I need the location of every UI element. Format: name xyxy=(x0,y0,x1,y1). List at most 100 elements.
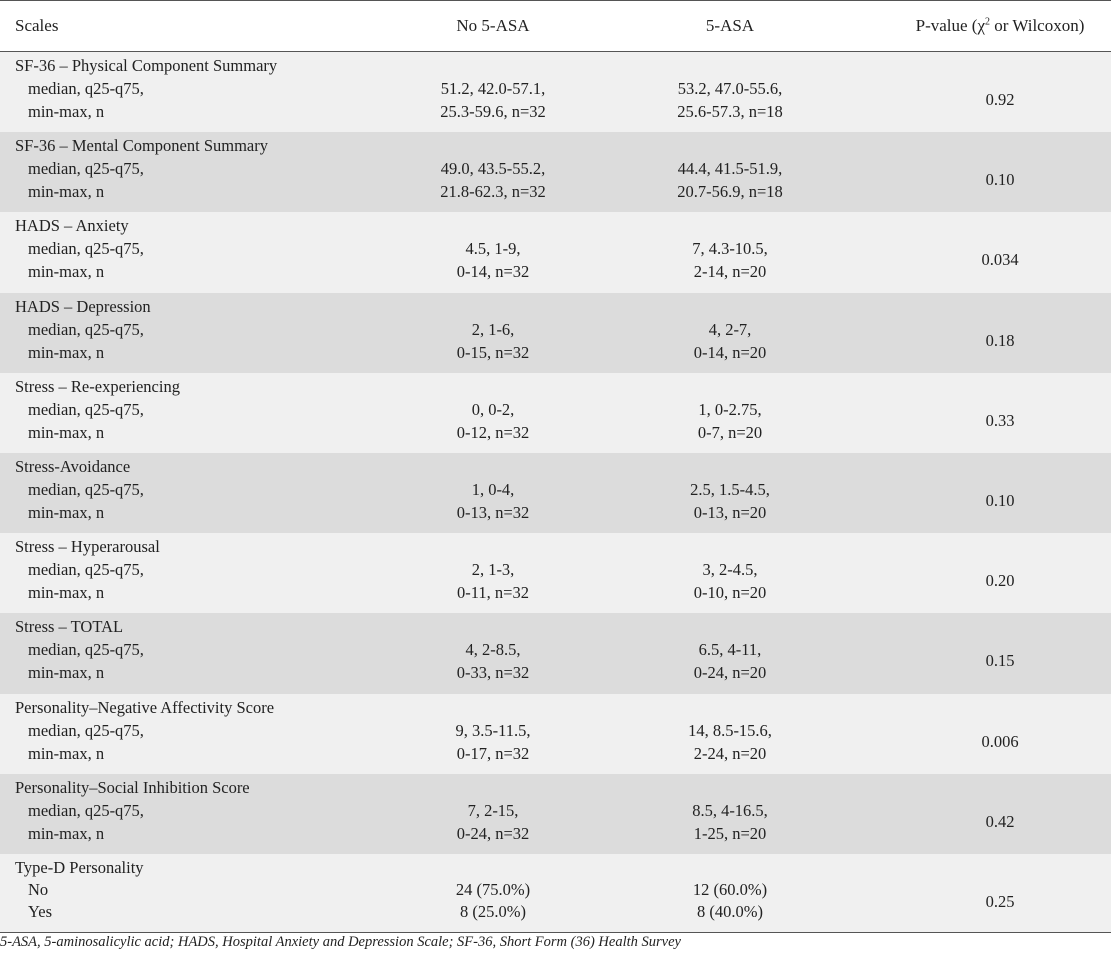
5asa-value-2: 25.6-57.3, n=18 xyxy=(677,102,783,121)
table-row: SF-36 – Mental Component Summary median, … xyxy=(0,132,1111,213)
header-5asa: 5-ASA xyxy=(705,16,755,35)
no-5asa-values: 49.0, 43.5-55.2, 21.8-62.3, n=32 xyxy=(393,157,593,203)
no-5asa-value-2: 8 (25.0%) xyxy=(460,901,526,921)
header-pvalue: P-value (χ2 or Wilcoxon) xyxy=(900,16,1100,36)
table-footnote: 5-ASA, 5-aminosalicylic acid; HADS, Hosp… xyxy=(0,934,681,950)
5asa-value-1: 2.5, 1.5-4.5, xyxy=(690,479,770,499)
stat-label-1: median, q25-q75, xyxy=(28,319,144,339)
5asa-value-2: 20.7-56.9, n=18 xyxy=(677,182,783,202)
5asa-value-2: 0-14, n=20 xyxy=(693,342,767,362)
p-value: 0.034 xyxy=(981,250,1019,270)
no-5asa-value-1: 2, 1-3, xyxy=(471,560,515,580)
stat-labels: median, q25-q75, min-max, n xyxy=(28,77,144,123)
no-5asa-value-2: 0-33, n=32 xyxy=(456,663,530,683)
5asa-values: 2.5, 1.5-4.5, 0-13, n=20 xyxy=(630,478,830,524)
results-table: Scales No 5-ASA 5-ASA P-value (χ2 or Wil… xyxy=(0,0,1111,933)
5asa-values: 6.5, 4-11, 0-24, n=20 xyxy=(630,638,830,684)
scale-name: Stress – Hyperarousal xyxy=(15,537,160,557)
table-row: Stress-Avoidance median, q25-q75, min-max,… xyxy=(0,452,1111,534)
stat-labels: median, q25-q75, min-max, n xyxy=(28,799,144,845)
no-5asa-value-2: 0-11, n=32 xyxy=(457,583,529,603)
table-row: Stress – TOTAL median, q25-q75, min-max, n… xyxy=(0,613,1111,694)
stat-labels: median, q25-q75, min-max, n xyxy=(28,157,144,203)
stat-label-2: min-max, n xyxy=(28,583,105,603)
p-value: 0.92 xyxy=(985,90,1015,109)
stat-label-2: min-max, n xyxy=(28,743,105,763)
scale-name: Stress – Re-experiencing xyxy=(15,376,180,396)
5asa-value-1: 14, 8.5-15.6, xyxy=(688,720,772,740)
stat-label-1: median, q25-q75, xyxy=(28,640,144,660)
5asa-values: 3, 2-4.5, 0-10, n=20 xyxy=(630,558,830,604)
scale-name: HADS – Depression xyxy=(15,296,151,316)
stat-labels: median, q25-q75, min-max, n xyxy=(28,237,144,283)
header-pvalue-prefix: P-value (χ xyxy=(915,16,985,35)
scale-name: Stress-Avoidance xyxy=(15,456,131,476)
stat-label-1: median, q25-q75, xyxy=(28,720,144,740)
scale-name: Personality–Negative Affectivity Score xyxy=(15,697,275,717)
stat-label-2: min-max, n xyxy=(28,823,105,843)
stat-label-1: median, q25-q75, xyxy=(28,560,144,580)
no-5asa-values: 24 (75.0%) 8 (25.0%) xyxy=(393,879,593,923)
5asa-values: 4, 2-7, 0-14, n=20 xyxy=(630,318,830,364)
scale-name: SF-36 – Physical Component Summary xyxy=(15,56,278,75)
5asa-value-1: 1, 0-2.75, xyxy=(698,399,762,419)
stat-label-1: median, q25-q75, xyxy=(28,479,144,499)
no-5asa-value-2: 0-13, n=32 xyxy=(456,502,530,522)
5asa-value-1: 8.5, 4-16.5, xyxy=(692,800,768,820)
5asa-value-1: 53.2, 47.0-55.6, xyxy=(677,79,783,98)
5asa-value-1: 7, 4.3-10.5, xyxy=(692,239,768,259)
no-5asa-value-2: 0-24, n=32 xyxy=(456,823,530,843)
no-5asa-value-2: 0-15, n=32 xyxy=(456,342,530,362)
table-row: HADS – Anxiety median, q25-q75, min-max, n… xyxy=(0,212,1111,293)
table-row: Stress – Hyperarousal median, q25-q75, min… xyxy=(0,533,1111,614)
stat-label-2: min-max, n xyxy=(28,262,105,282)
stat-labels: median, q25-q75, min-max, n xyxy=(28,638,144,684)
p-value: 0.42 xyxy=(985,811,1015,831)
no-5asa-value-1: 1, 0-4, xyxy=(471,479,515,499)
stat-label-1: median, q25-q75, xyxy=(28,800,144,820)
stat-labels: median, q25-q75, min-max, n xyxy=(28,398,144,444)
no-5asa-value-2: 0-12, n=32 xyxy=(456,422,530,442)
no-5asa-value-1: 0, 0-2, xyxy=(471,399,515,419)
no-5asa-value-1: 4, 2-8.5, xyxy=(465,640,521,660)
scale-name: Personality–Social Inhibition Score xyxy=(15,777,250,797)
5asa-value-2: 0-13, n=20 xyxy=(693,502,767,522)
5asa-values: 53.2, 47.0-55.6, 25.6-57.3, n=18 xyxy=(630,77,830,123)
no-5asa-value-2: 21.8-62.3, n=32 xyxy=(440,182,546,202)
no-5asa-values: 9, 3.5-11.5, 0-17, n=32 xyxy=(393,719,593,765)
5asa-value-1: 4, 2-7, xyxy=(708,319,752,339)
5asa-value-1: 3, 2-4.5, xyxy=(702,560,758,580)
no-5asa-value-1: 2, 1-6, xyxy=(471,319,515,339)
no-5asa-values: 2, 1-3, 0-11, n=32 xyxy=(393,558,593,604)
table-row: Stress – Re-experiencing median, q25-q75,… xyxy=(0,372,1111,453)
p-value: 0.20 xyxy=(985,571,1015,591)
stat-label-2: min-max, n xyxy=(28,663,105,683)
stat-label-2: min-max, n xyxy=(28,422,105,442)
5asa-value-1: 12 (60.0%) xyxy=(692,879,768,899)
p-value: 0.18 xyxy=(985,330,1015,350)
scale-name: HADS – Anxiety xyxy=(15,216,129,236)
no-5asa-values: 4.5, 1-9, 0-14, n=32 xyxy=(393,237,593,283)
stat-labels: median, q25-q75, min-max, n xyxy=(28,478,144,524)
header-scales: Scales xyxy=(15,16,59,35)
5asa-value-2: 0-24, n=20 xyxy=(693,663,767,683)
table-header: Scales No 5-ASA 5-ASA P-value (χ2 or Wil… xyxy=(0,0,1111,52)
no-5asa-values: 51.2, 42.0-57.1, 25.3-59.6, n=32 xyxy=(393,77,593,123)
stat-label-2: min-max, n xyxy=(28,182,105,202)
stat-labels: median, q25-q75, min-max, n xyxy=(28,719,144,765)
5asa-values: 44.4, 41.5-51.9, 20.7-56.9, n=18 xyxy=(630,157,830,203)
table-row: Type-D Personality No Yes 24 (75.0%) 8 (25.0… xyxy=(0,853,1111,933)
p-value: 0.006 xyxy=(981,731,1019,751)
no-5asa-value-1: 7, 2-15, xyxy=(467,800,519,820)
scale-name: Type-D Personality xyxy=(15,857,144,877)
5asa-value-2: 0-10, n=20 xyxy=(693,583,767,603)
stat-labels: median, q25-q75, min-max, n xyxy=(28,318,144,364)
5asa-value-2: 0-7, n=20 xyxy=(697,422,763,442)
stat-label-1: median, q25-q75, xyxy=(28,159,144,179)
stat-label-2: Yes xyxy=(28,901,53,921)
stat-label-1: median, q25-q75, xyxy=(28,399,144,419)
scale-name: SF-36 – Mental Component Summary xyxy=(15,136,268,156)
5asa-value-2: 1-25, n=20 xyxy=(693,823,767,843)
stat-label-1: median, q25-q75, xyxy=(28,239,144,259)
no-5asa-values: 0, 0-2, 0-12, n=32 xyxy=(393,398,593,444)
